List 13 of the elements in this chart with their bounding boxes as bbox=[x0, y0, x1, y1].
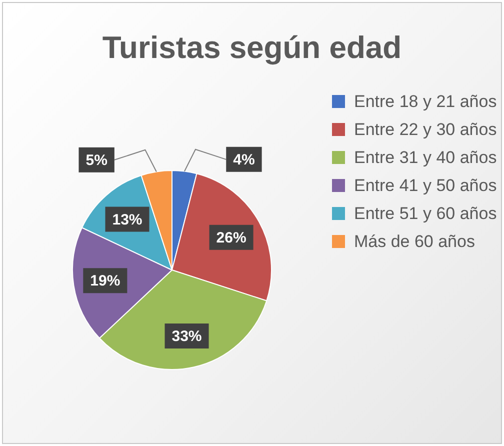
data-label: 5% bbox=[86, 152, 108, 170]
data-label: 33% bbox=[172, 328, 202, 346]
legend-label: Entre 18 y 21 años bbox=[354, 92, 497, 111]
data-label: 19% bbox=[90, 272, 120, 290]
legend-label: Entre 41 y 50 años bbox=[354, 176, 497, 195]
data-label: 13% bbox=[112, 211, 142, 228]
data-label: 4% bbox=[233, 152, 255, 169]
chart-title: Turistas según edad bbox=[101, 30, 403, 66]
legend-label: Entre 51 y 60 años bbox=[354, 204, 497, 223]
legend-label: Más de 60 años bbox=[354, 232, 475, 251]
legend-label: Entre 22 y 30 años bbox=[354, 120, 497, 139]
data-label: 26% bbox=[216, 230, 246, 247]
legend-label: Entre 31 y 40 años bbox=[354, 148, 497, 167]
